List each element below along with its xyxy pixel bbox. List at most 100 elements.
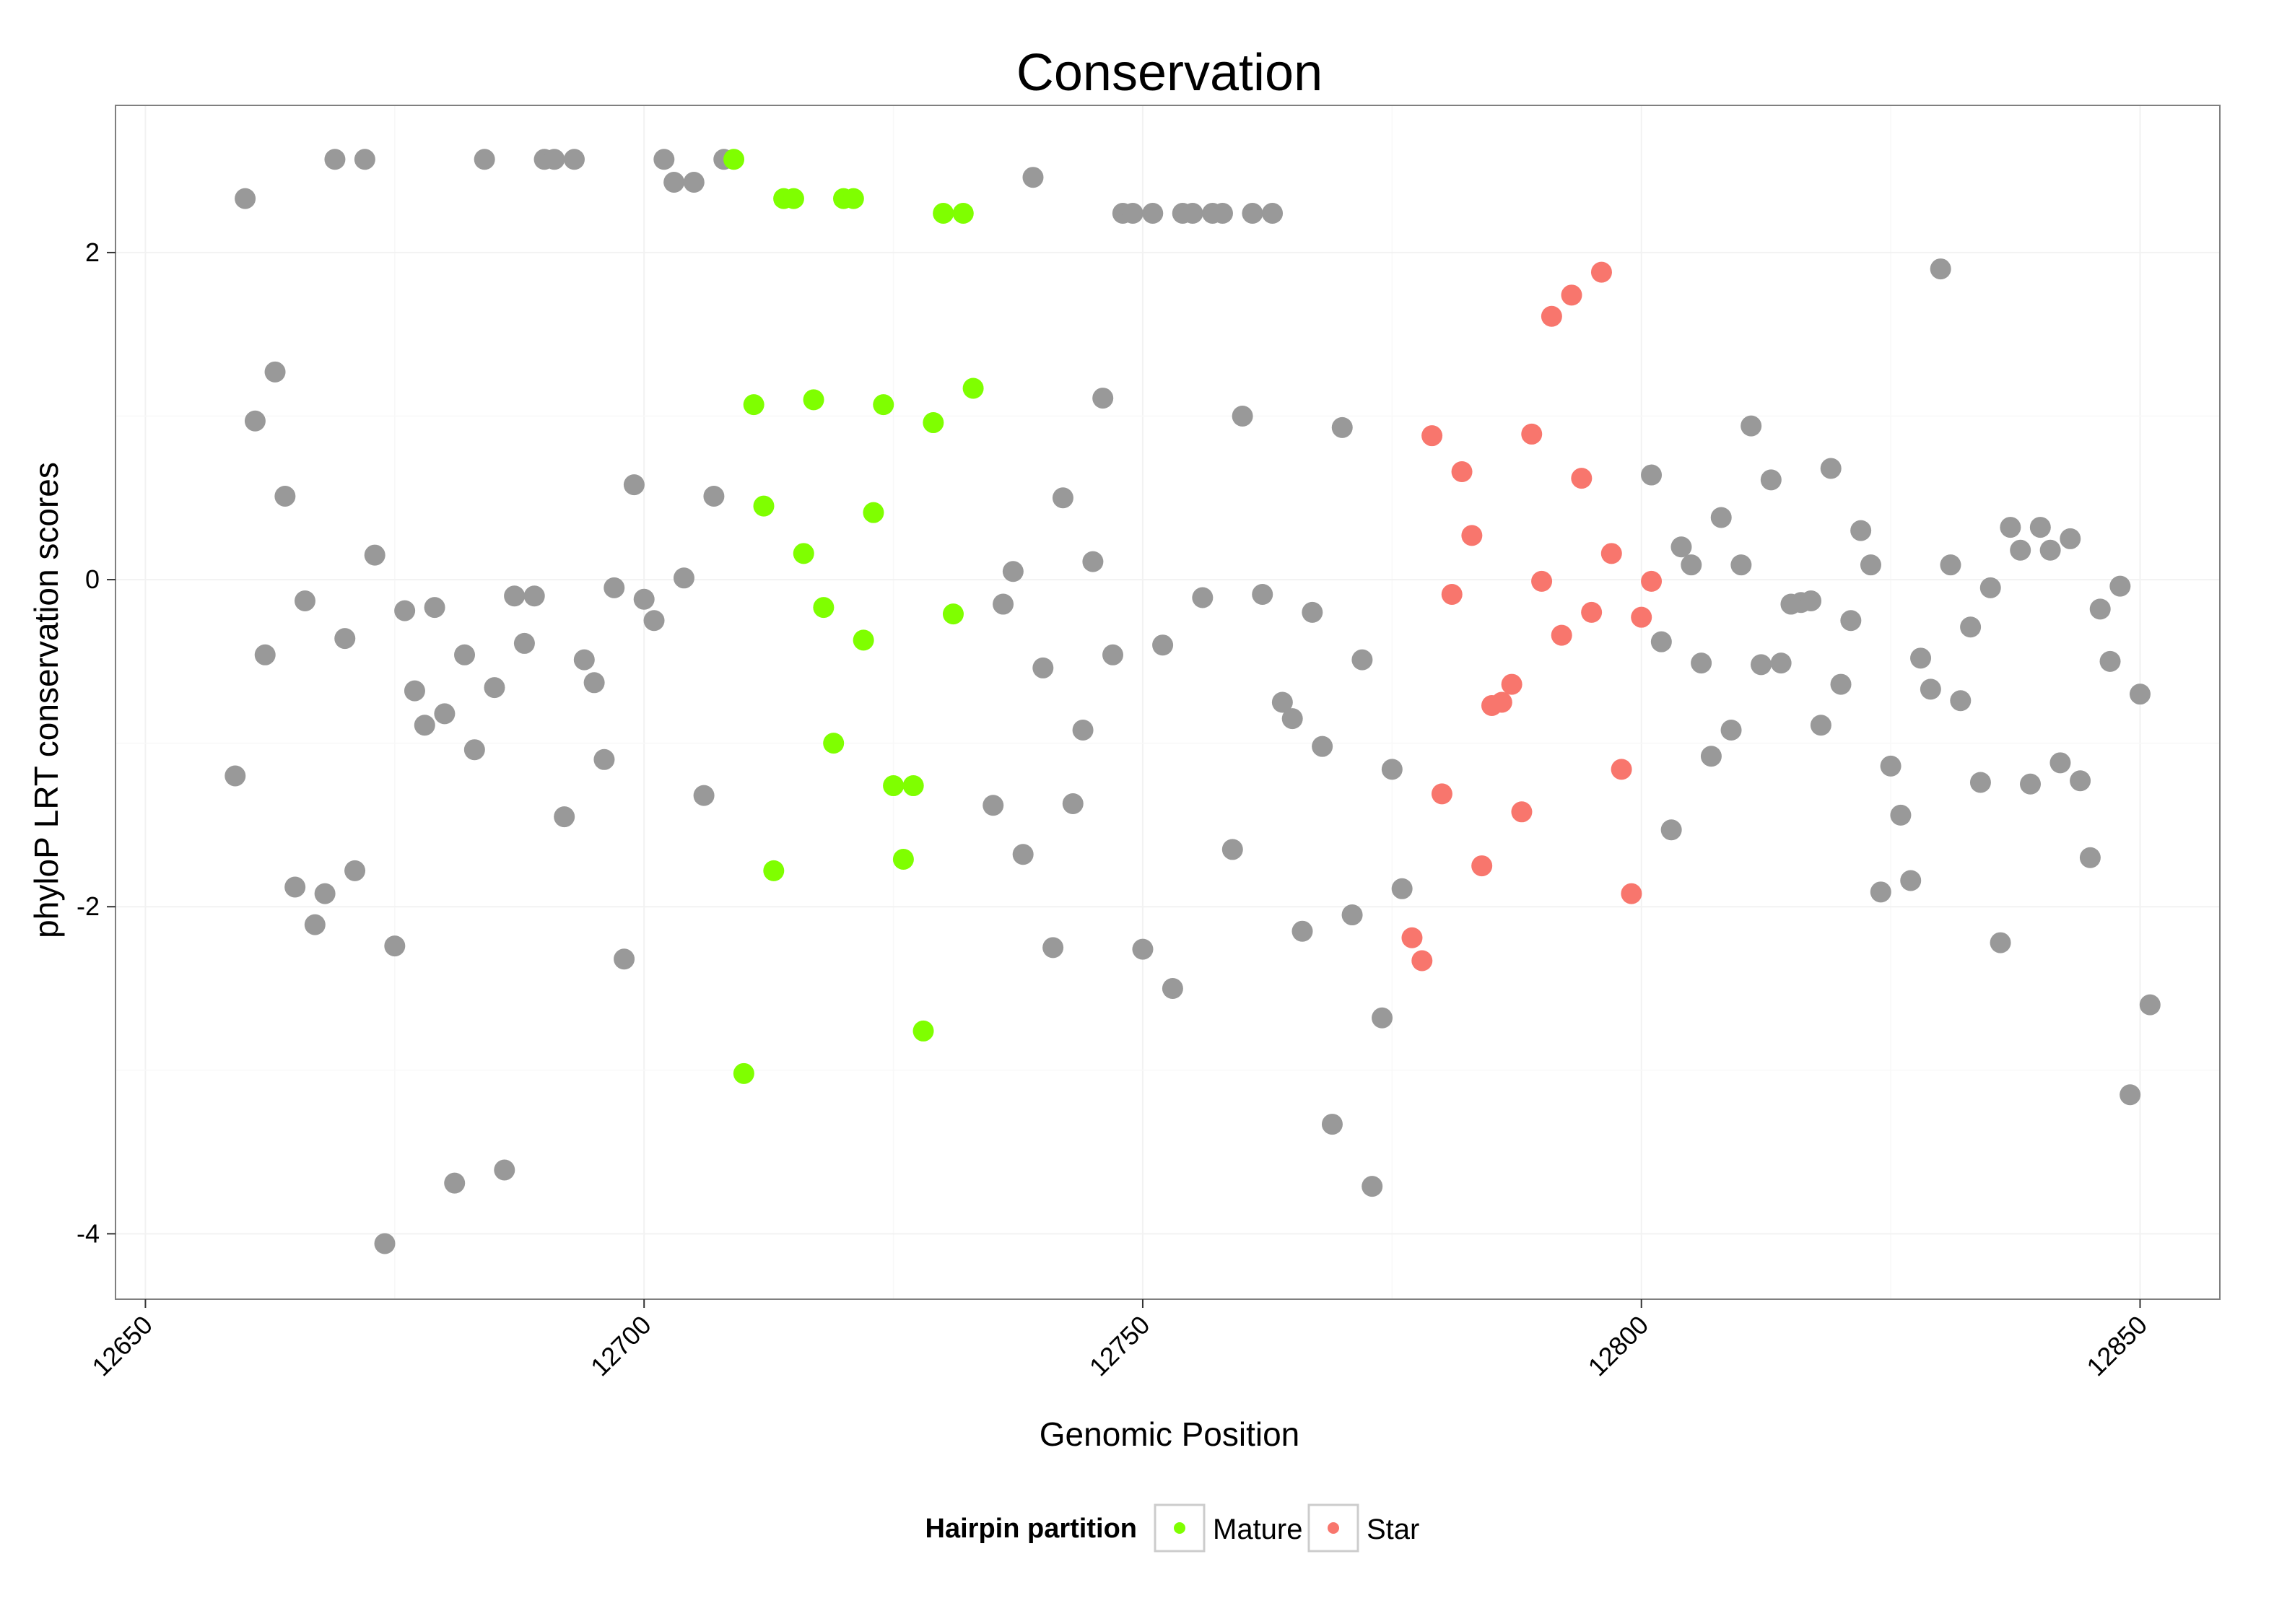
data-point-star [1441,583,1463,605]
data-point-star [1401,927,1423,948]
data-point-other [1920,678,1941,700]
data-point-mature [743,394,764,416]
data-point-other [1032,657,1054,678]
data-point-other [1960,616,1982,638]
data-point-other [1302,601,1323,623]
data-point-other [434,703,456,725]
data-point-other [1641,464,1663,486]
data-point-other [1969,772,1991,793]
data-point-star [1541,305,1562,327]
data-point-other [474,149,495,170]
data-point-mature [873,394,894,416]
data-point-star [1631,606,1652,628]
data-point-other [604,577,625,598]
data-point-other [1810,715,1831,736]
legend-label-mature: Mature [1213,1514,1303,1545]
data-point-mature [902,775,924,797]
data-point-other [2060,528,2081,549]
data-point-other [254,644,276,665]
data-point-other [1022,167,1044,188]
data-point-other [1132,938,1154,960]
data-point-mature [942,603,964,625]
data-point-other [1910,647,1932,669]
data-point-other [1710,507,1732,528]
data-point-other [1770,652,1792,674]
data-point-other [1700,746,1722,767]
data-point-other [344,860,366,881]
legend-marker-mature [1174,1522,1185,1534]
data-point-other [1990,932,2011,953]
data-point-mature [783,188,804,209]
data-point-other [643,610,665,632]
data-point-other [1291,920,1313,942]
legend: Hairpin partition Mature Star [925,1503,1419,1553]
data-point-other [1281,708,1303,730]
data-point-other [1152,634,1174,656]
data-point-other [1052,487,1073,509]
data-point-other [463,739,485,761]
y-tick-label: 2 [85,237,100,267]
data-point-mature [883,775,905,797]
data-point-mature [803,389,824,411]
data-point-other [1660,819,1682,841]
data-point-other [633,588,655,610]
data-point-star [1641,570,1663,592]
data-point-star [1411,950,1433,972]
data-point-other [2020,773,2042,795]
data-point-other [1830,673,1852,695]
data-point-other [1760,469,1782,491]
data-point-mature [933,203,954,224]
x-axis-title: Genomic Position [1040,1415,1300,1453]
data-point-other [444,1172,466,1194]
data-point-star [1611,759,1632,780]
data-point-other [2099,650,2121,672]
data-point-other [1162,978,1183,1000]
data-point-other [1262,203,1284,224]
data-point-mature [813,597,835,619]
plot-panel-border [115,105,2221,1300]
data-point-other [653,149,675,170]
data-point-other [484,677,505,699]
data-point-other [993,593,1014,615]
data-point-other [1900,870,1922,891]
data-point-other [2129,684,2151,705]
data-point-other [2089,598,2111,620]
data-point-other [1072,720,1094,741]
data-point-mature [952,203,974,224]
data-point-star [1421,425,1443,447]
chart-title: Conservation [1016,44,1323,102]
data-point-star [1431,783,1452,805]
data-point-mature [793,543,814,564]
grid-lines [116,105,2220,1299]
data-point-other [384,935,406,957]
data-point-other [1870,881,1891,903]
data-point-other [1362,1176,1383,1197]
data-point-other [1381,759,1403,780]
data-point-star [1521,423,1543,445]
data-point-star [1571,468,1593,489]
data-point-other [454,644,476,665]
data-point-other [235,188,256,209]
data-point-other [1751,654,1772,676]
data-point-other [1142,203,1164,224]
data-point-star [1501,673,1522,695]
data-point-other [225,765,246,787]
data-point-other [593,748,615,770]
y-axis-title: phyloP LRT conservation scores [27,462,65,938]
data-point-other [394,600,416,621]
legend-title: Hairpin partition [925,1514,1137,1544]
data-point-other [1691,652,1712,674]
data-point-star [1461,525,1483,546]
data-point-other [1930,258,1951,280]
data-point-other [2039,539,2061,561]
data-point-mature [853,629,874,651]
data-point-other [1979,577,2001,598]
data-point-other [693,785,715,806]
data-point-other [683,171,705,193]
data-point-star [1471,855,1493,877]
data-point-other [523,585,545,607]
data-point-other [1092,388,1114,409]
data-point-mature [763,860,785,881]
data-point-other [1211,203,1233,224]
